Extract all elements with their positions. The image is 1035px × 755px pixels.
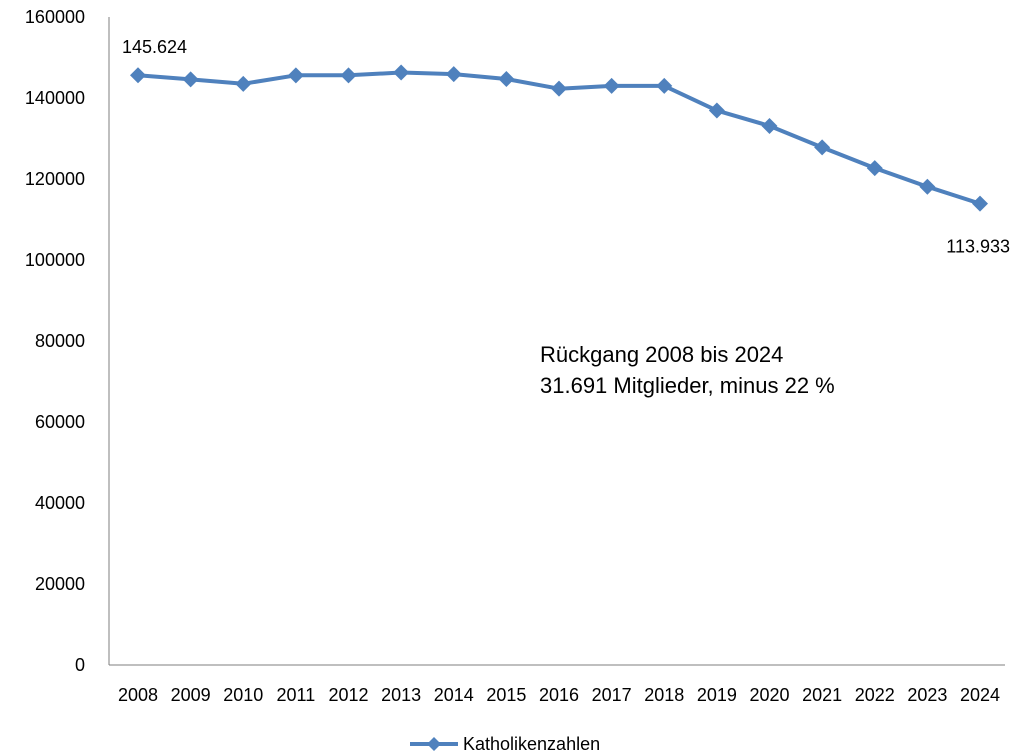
- x-tick-label: 2013: [381, 685, 421, 705]
- y-tick-label: 140000: [25, 88, 85, 108]
- legend-label-katholikenzahlen: Katholikenzahlen: [463, 734, 600, 754]
- data-point-marker: [182, 71, 199, 88]
- y-tick-label: 160000: [25, 7, 85, 27]
- data-point-marker: [340, 67, 357, 84]
- data-point-marker: [130, 67, 146, 84]
- x-tick-label: 2018: [644, 685, 684, 705]
- x-tick-label: 2009: [171, 685, 211, 705]
- data-label-2024: 113.933: [946, 237, 1010, 257]
- annotation-decline-period: Rückgang 2008 bis 2024: [540, 342, 783, 367]
- data-point-marker: [972, 195, 988, 212]
- data-point-marker: [287, 67, 304, 84]
- y-tick-label: 0: [75, 655, 85, 675]
- x-tick-label: 2020: [749, 685, 789, 705]
- annotation-decline-amount: 31.691 Mitglieder, minus 22 %: [540, 373, 835, 398]
- y-tick-label: 20000: [35, 574, 85, 594]
- y-axis-ticks: 0 20000 40000 60000 80000 100000 120000 140000 1…: [25, 7, 85, 675]
- data-point-marker: [919, 178, 936, 195]
- x-tick-label: 2015: [486, 685, 526, 705]
- data-point-marker: [814, 139, 831, 156]
- y-tick-label: 60000: [35, 412, 85, 432]
- data-point-marker: [235, 75, 252, 92]
- data-point-marker: [393, 64, 410, 81]
- x-tick-label: 2016: [539, 685, 579, 705]
- x-tick-label: 2012: [328, 685, 368, 705]
- data-point-marker: [656, 77, 673, 94]
- x-tick-label: 2024: [960, 685, 1000, 705]
- data-point-marker: [498, 70, 515, 87]
- data-labels: 145.624 113.933: [122, 37, 1010, 256]
- y-tick-label: 100000: [25, 250, 85, 270]
- x-tick-label: 2023: [907, 685, 947, 705]
- x-tick-label: 2010: [223, 685, 263, 705]
- y-tick-label: 120000: [25, 169, 85, 189]
- x-tick-label: 2014: [434, 685, 474, 705]
- x-tick-label: 2021: [802, 685, 842, 705]
- data-point-marker: [445, 66, 462, 83]
- data-point-marker: [603, 77, 620, 94]
- x-tick-label: 2019: [697, 685, 737, 705]
- data-label-2008: 145.624: [122, 37, 187, 57]
- x-axis-ticks: 2008 2009 2010 2011 2012 2013 2014 2015 2016 2017…: [118, 685, 1000, 705]
- legend: Katholikenzahlen: [410, 734, 600, 754]
- legend-diamond-marker: [427, 737, 441, 751]
- series-markers: [130, 64, 988, 212]
- x-tick-label: 2011: [277, 685, 316, 705]
- data-point-marker: [551, 80, 567, 97]
- x-tick-label: 2008: [118, 685, 158, 705]
- data-point-marker: [761, 117, 778, 134]
- data-point-marker: [866, 160, 883, 177]
- x-tick-label: 2017: [592, 685, 632, 705]
- y-tick-label: 80000: [35, 331, 85, 351]
- x-tick-label: 2022: [855, 685, 895, 705]
- data-point-marker: [708, 102, 725, 119]
- y-tick-label: 40000: [35, 493, 85, 513]
